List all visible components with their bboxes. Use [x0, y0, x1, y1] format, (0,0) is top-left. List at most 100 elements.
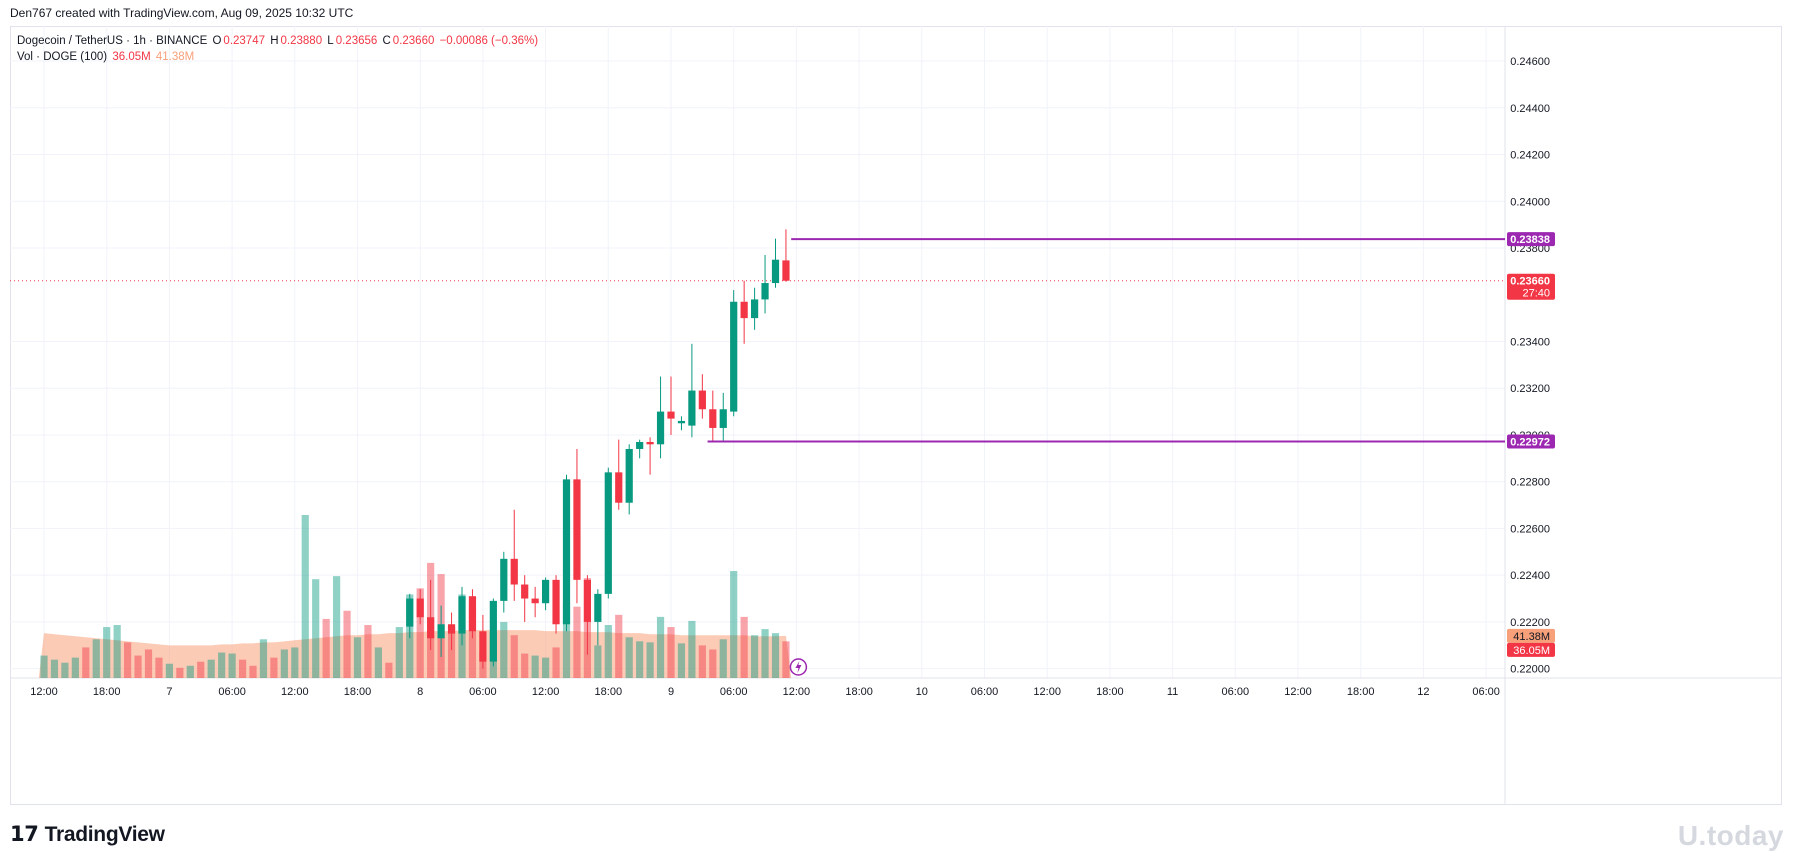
volume-bar — [61, 662, 69, 678]
volume-bar — [71, 657, 79, 678]
open-label: O — [212, 35, 222, 47]
price-tick-label: 0.23200 — [1510, 383, 1550, 395]
volume-bar — [238, 659, 247, 678]
time-tick-label: 06:00 — [720, 686, 748, 698]
candle-body — [531, 598, 539, 604]
candle-body — [667, 411, 675, 419]
volume-bar — [228, 653, 236, 678]
volume-bar — [103, 627, 111, 678]
volume-bar — [124, 642, 132, 678]
volume-bar — [82, 647, 90, 678]
volume-ma-axis-label-bg — [1507, 628, 1555, 643]
volume-bar — [552, 647, 560, 678]
candle-body — [604, 472, 612, 594]
time-tick-label: 12:00 — [783, 686, 811, 698]
price-tick-label: 0.22600 — [1510, 523, 1550, 535]
time-tick-label: 8 — [417, 686, 423, 698]
candle-body — [677, 420, 686, 424]
candle-body — [656, 411, 665, 445]
volume-bar — [353, 637, 362, 678]
volume-bar — [625, 637, 633, 678]
volume-bar — [322, 618, 330, 678]
volume-bar — [521, 653, 529, 678]
time-tick-label: 06:00 — [1472, 686, 1500, 698]
time-tick-label: 18:00 — [344, 686, 372, 698]
volume-value: 36.05M — [112, 51, 151, 63]
volume-bar — [416, 588, 424, 678]
volume-bar — [280, 649, 288, 678]
candle-body — [615, 472, 623, 503]
volume-bar — [155, 657, 163, 678]
price-axis-label: 0.23838 — [1510, 234, 1550, 246]
candle-body — [458, 596, 466, 634]
volume-bar — [468, 606, 477, 678]
volume-bar — [207, 659, 215, 678]
price-tick-label: 0.24400 — [1510, 103, 1550, 115]
volume-bar — [730, 571, 738, 678]
price-tick-label: 0.23400 — [1510, 336, 1550, 348]
volume-bar — [782, 641, 790, 678]
volume-bar — [134, 655, 142, 678]
utoday-watermark: U.today — [1677, 820, 1784, 851]
volume-axis-label: 36.05M — [1513, 645, 1550, 657]
price-tick-label: 0.24000 — [1510, 196, 1550, 208]
candle-body — [698, 390, 706, 410]
volume-bar — [677, 643, 686, 678]
time-tick-label: 18:00 — [93, 686, 121, 698]
candle-body — [761, 283, 769, 300]
volume-bar — [395, 627, 403, 678]
change-value: −0.00086 (−0.36%) — [439, 35, 539, 47]
time-tick-label: 12:00 — [30, 686, 58, 698]
volume-bar — [249, 665, 257, 678]
volume-ma-area — [38, 630, 792, 678]
lightning-bolt-icon — [795, 661, 802, 673]
candle-body — [510, 558, 518, 585]
candle-body — [468, 596, 477, 632]
volume-bar — [186, 665, 194, 678]
volume-bar — [751, 635, 759, 678]
created-by-text: Den767 created with TradingView.com, Aug… — [10, 6, 354, 20]
candle-body — [594, 593, 602, 622]
volume-bar — [771, 633, 780, 678]
volume-bar — [542, 657, 550, 678]
volume-bar — [719, 639, 727, 678]
volume-bar — [500, 621, 508, 678]
volume-bar — [510, 635, 518, 678]
volume-bar — [144, 649, 153, 678]
candle-body — [406, 598, 414, 627]
price-tick-label: 0.24600 — [1510, 56, 1550, 68]
candle-body — [583, 579, 591, 622]
tradingview-logo[interactable]: 𝟭𝟳 TradingView — [10, 822, 165, 847]
volume-bar — [656, 616, 665, 678]
volume-label[interactable]: Vol · DOGE (100) — [17, 51, 108, 63]
volume-bar — [40, 655, 48, 678]
volume-bar — [270, 657, 278, 678]
volume-bar — [688, 620, 696, 678]
close-value: 0.23660 — [392, 35, 435, 47]
time-tick-label: 06:00 — [971, 686, 999, 698]
volume-bar — [165, 663, 173, 678]
candle-body — [416, 598, 424, 618]
volume-bar — [291, 647, 299, 678]
volume-bar — [740, 616, 748, 678]
time-tick-label: 06:00 — [1222, 686, 1250, 698]
volume-bar — [197, 661, 205, 678]
price-tick-label: 0.22000 — [1510, 664, 1550, 676]
volume-bar — [364, 625, 372, 678]
candle-body — [782, 260, 790, 281]
price-axis-label: 0.22972 — [1510, 437, 1550, 449]
price-tick-label: 0.22200 — [1510, 617, 1550, 629]
tradingview-logo-text: TradingView — [44, 822, 165, 846]
time-tick-label: 11 — [1167, 686, 1178, 698]
candle-body — [646, 441, 654, 445]
time-tick-label: 9 — [668, 686, 674, 698]
volume-ma-axis-label: 41.38M — [1513, 631, 1550, 643]
volume-bar — [385, 662, 393, 678]
candle-body — [427, 617, 435, 639]
volume-bar — [646, 642, 654, 678]
volume-bar — [573, 606, 581, 678]
candle-body — [573, 479, 581, 580]
symbol-label[interactable]: Dogecoin / TetherUS · 1h · BINANCE — [17, 35, 208, 47]
low-value: 0.23656 — [335, 35, 378, 47]
